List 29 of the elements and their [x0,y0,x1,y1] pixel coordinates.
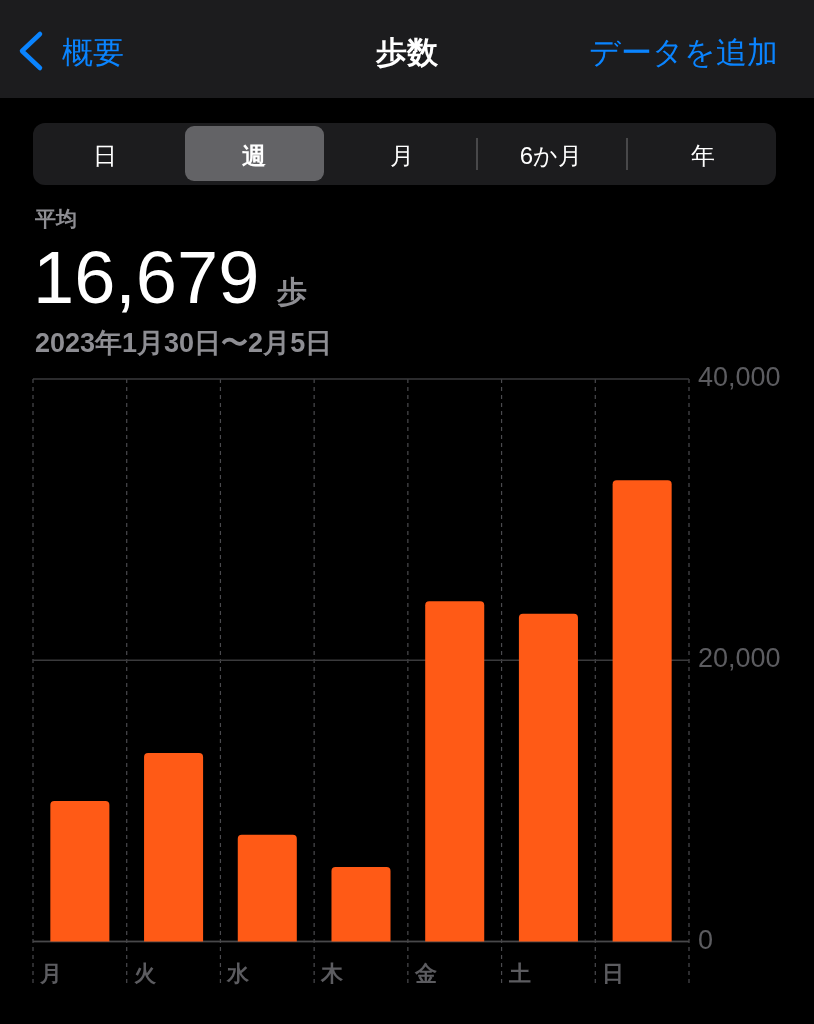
bar [612,480,672,942]
text: 年 [691,142,715,169]
x-tick-label: 木 [320,961,345,986]
chart-subtitle: 2023年1月30日〜2月5日 [35,328,333,358]
x-tick-label: 土 [507,961,531,986]
bar [237,834,297,942]
x-tick-label: 月 [39,961,62,986]
text: 歩 [276,275,307,308]
y-tick-label: 0 [698,924,714,955]
chart-title: 歩数 [375,35,439,70]
text: 16,679 [33,236,260,319]
x-tick-label: 火 [133,961,157,986]
text: 月 [390,142,414,169]
bar [518,613,578,942]
x-tick-label: 金 [413,961,437,986]
text: データを追加 [589,35,778,70]
y-tick-label: 20,000 [698,643,781,674]
text: 日 [93,142,117,169]
bar [425,601,485,942]
text: 平均 [34,207,77,230]
text: 週 [242,142,266,169]
bar [144,753,204,942]
text: 概要 [62,35,124,70]
bar [331,866,391,942]
y-tick-label: 40,000 [698,362,781,393]
x-tick-label: 日 [602,961,625,986]
text: 6か月 [519,142,583,169]
bar [50,800,110,942]
x-tick-label: 水 [226,961,251,986]
